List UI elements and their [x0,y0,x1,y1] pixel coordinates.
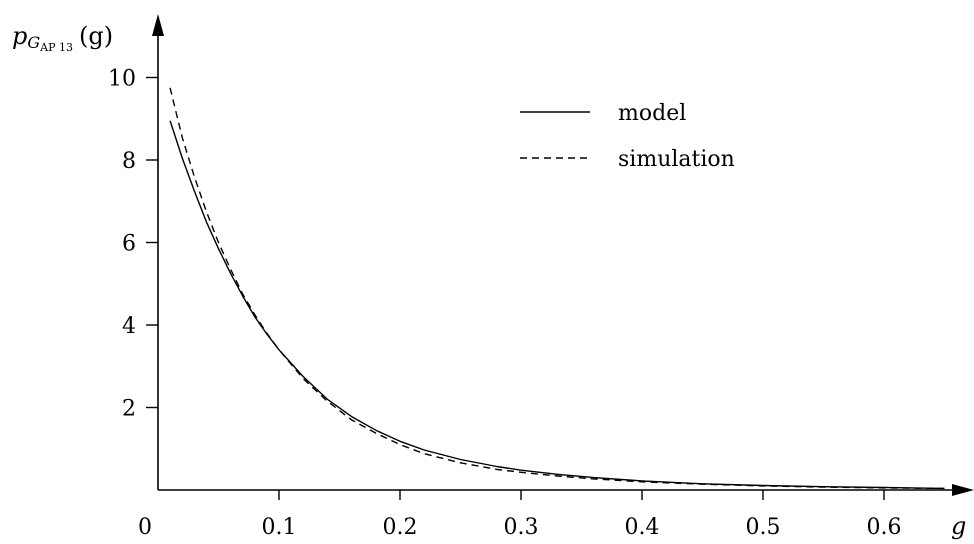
legend: model simulation [520,101,735,172]
y-tick-label: 4 [122,314,136,339]
x-origin-label: 0 [138,515,152,540]
legend-label-model: model [618,101,686,126]
legend-label-simulation: simulation [618,147,735,172]
y-axis-label-sub-var: G [27,33,40,52]
y-tick-label: 2 [122,397,136,422]
y-tick-label: 8 [122,149,136,174]
y-tick-label: 10 [108,67,136,92]
y-tick-label: 6 [122,232,136,257]
series-layer [169,87,945,490]
x-tick-label: 0.3 [504,515,539,540]
x-tick-label: 0.1 [262,515,297,540]
x-tick-label: 0.5 [746,515,781,540]
x-tick-label: 0.4 [625,515,660,540]
y-axis-label-arg: (g) [79,22,113,50]
y-axis-arrow [152,14,164,36]
x-tick-label: 0.2 [383,515,418,540]
y-axis-label-base: p [12,22,27,50]
x-axis-arrow [952,484,974,496]
x-tick-label: 0.6 [867,515,902,540]
x-axis-label: g [951,512,966,540]
series-line-model [169,120,945,490]
y-axis-label-sub-text: AP 13 [39,41,73,54]
series-line-simulation [169,87,945,490]
y-axis-label: pGAP 13 (g) [12,22,113,54]
ticks: 0 0.1 0.2 0.3 0.4 0.5 0.6 2 4 6 8 10 [108,67,902,541]
